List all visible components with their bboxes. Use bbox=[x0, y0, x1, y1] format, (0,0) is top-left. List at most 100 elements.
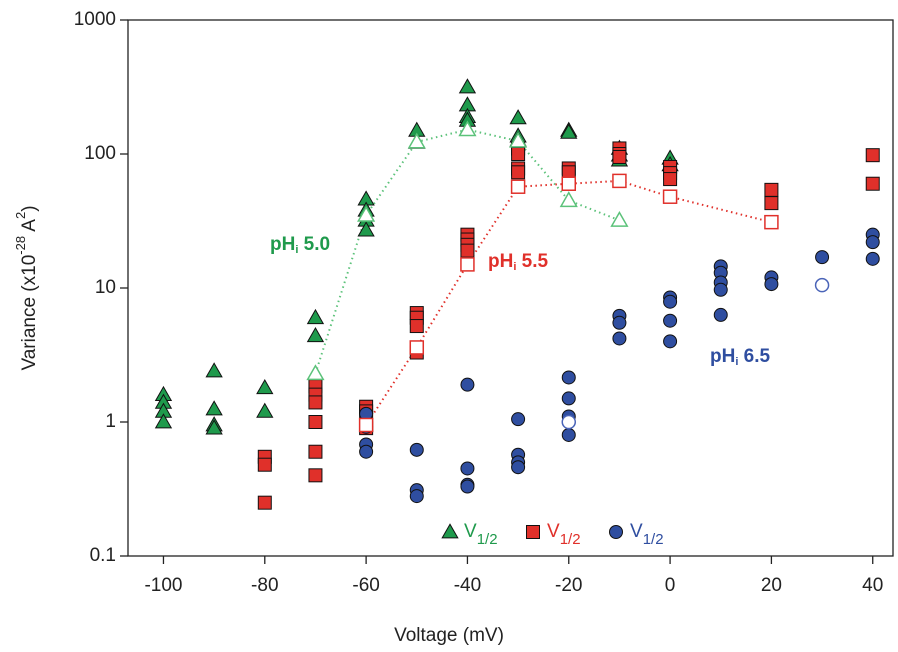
triangle-marker bbox=[205, 400, 223, 416]
circle-marker bbox=[612, 315, 627, 330]
circle-marker bbox=[612, 331, 627, 346]
triangle-marker bbox=[357, 221, 375, 237]
y-tick-label: 0.1 bbox=[90, 545, 116, 566]
triangle-marker bbox=[154, 413, 173, 429]
annotation-subscript: i bbox=[295, 244, 298, 256]
x-tick-label: -100 bbox=[144, 575, 182, 596]
circle-marker bbox=[865, 235, 880, 250]
circle-marker bbox=[663, 334, 678, 349]
legend-subscript: 1/2 bbox=[643, 531, 664, 548]
square-marker bbox=[865, 176, 880, 191]
square-marker bbox=[460, 257, 475, 272]
square-marker bbox=[257, 495, 272, 510]
y-label-part: ) bbox=[19, 205, 40, 211]
square-marker bbox=[764, 182, 779, 197]
x-tick-label: 40 bbox=[862, 575, 883, 596]
triangle-marker bbox=[610, 210, 629, 227]
triangle-marker bbox=[560, 123, 578, 139]
x-tick-label: 0 bbox=[665, 575, 676, 596]
circle-marker bbox=[409, 489, 424, 504]
x-tick-label: -40 bbox=[454, 575, 481, 596]
dotted-line bbox=[365, 179, 772, 426]
square-marker bbox=[511, 147, 526, 161]
square-marker bbox=[409, 340, 425, 355]
square-marker bbox=[358, 417, 374, 433]
triangle-marker bbox=[205, 419, 223, 435]
triangle-marker bbox=[205, 362, 223, 378]
x-tick-label: 20 bbox=[761, 575, 782, 596]
square-marker bbox=[308, 395, 323, 410]
square-marker bbox=[308, 444, 323, 459]
annotation-suffix: 6.5 bbox=[738, 346, 770, 367]
triangle-marker bbox=[458, 78, 477, 94]
y-label-sup: -28 bbox=[13, 236, 28, 255]
circle-marker bbox=[460, 461, 475, 476]
square-marker bbox=[612, 149, 627, 164]
y-label-part: Variance (x10 bbox=[19, 255, 40, 371]
square-marker bbox=[409, 319, 424, 334]
y-label-part: A bbox=[19, 219, 40, 236]
square-marker bbox=[612, 173, 627, 189]
circle-marker bbox=[561, 427, 576, 442]
annotation-subscript: i bbox=[735, 356, 738, 368]
x-tick-label: -60 bbox=[352, 575, 379, 596]
annotation: pHi 5.5 bbox=[488, 251, 549, 273]
triangle-marker bbox=[256, 378, 274, 395]
triangle-marker bbox=[509, 131, 528, 148]
triangle-marker bbox=[509, 109, 527, 125]
circle-marker bbox=[561, 391, 576, 406]
triangle-marker bbox=[306, 308, 325, 325]
square-marker bbox=[308, 468, 323, 483]
square-marker bbox=[526, 525, 540, 539]
square-marker bbox=[764, 214, 779, 230]
square-marker bbox=[510, 179, 526, 194]
square-marker bbox=[257, 457, 272, 472]
legend-subscript: 1/2 bbox=[560, 531, 581, 548]
y-tick-label: 100 bbox=[84, 143, 116, 164]
circle-marker bbox=[713, 282, 728, 297]
circle-marker bbox=[663, 313, 678, 328]
square-marker bbox=[662, 189, 678, 204]
annotation: pHi 6.5 bbox=[710, 346, 771, 368]
y-tick-label: 10 bbox=[95, 277, 116, 298]
square-marker bbox=[511, 165, 526, 180]
legend-name: V bbox=[547, 521, 560, 542]
legend-label: V1/2 bbox=[630, 521, 664, 548]
annotation-text: pH bbox=[270, 234, 295, 255]
circle-marker bbox=[511, 460, 526, 475]
triangle-marker bbox=[458, 120, 477, 137]
x-tick-label: -20 bbox=[555, 575, 582, 596]
square-marker bbox=[865, 148, 880, 163]
y-tick-label: 1 bbox=[105, 411, 116, 432]
circle-marker bbox=[663, 294, 678, 309]
circle-marker bbox=[865, 251, 880, 266]
circle-marker bbox=[561, 370, 576, 385]
circle-marker bbox=[409, 442, 424, 457]
y-axis-label: Variance (x10-28 A2) bbox=[13, 205, 40, 370]
x-tick-label: -80 bbox=[251, 575, 278, 596]
legend-label: V1/2 bbox=[547, 521, 581, 548]
square-marker bbox=[308, 415, 323, 429]
plot-frame bbox=[127, 19, 894, 557]
circle-marker bbox=[764, 277, 779, 292]
square-marker bbox=[561, 176, 577, 191]
triangle-marker bbox=[559, 191, 578, 208]
y-label-sup: 2 bbox=[13, 212, 28, 219]
square-marker bbox=[663, 172, 678, 187]
circle-marker bbox=[359, 444, 374, 459]
annotation-suffix: 5.5 bbox=[516, 251, 548, 272]
circle-marker bbox=[460, 479, 475, 494]
triangle-marker bbox=[441, 523, 459, 539]
triangle-marker bbox=[407, 132, 426, 149]
triangle-marker bbox=[306, 326, 325, 343]
legend-name: V bbox=[464, 521, 477, 542]
circle-marker bbox=[713, 307, 728, 322]
annotation-text: pH bbox=[488, 251, 513, 272]
y-tick-label: 1000 bbox=[74, 9, 116, 30]
circle-marker bbox=[609, 525, 623, 539]
circle-marker bbox=[511, 412, 526, 427]
triangle-marker bbox=[256, 402, 274, 418]
annotation-suffix: 5.0 bbox=[298, 234, 330, 255]
x-axis-label: Voltage (mV) bbox=[394, 625, 504, 646]
